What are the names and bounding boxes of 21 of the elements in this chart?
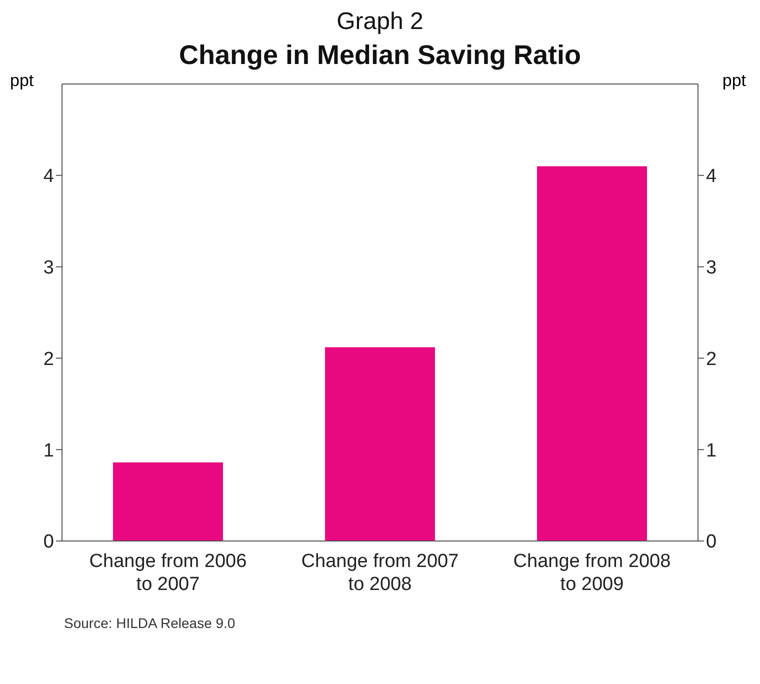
- y2-tick-label: 2: [706, 348, 717, 370]
- y2-axis-title: ppt: [722, 71, 746, 91]
- chart-title: Graph 2: [336, 8, 424, 36]
- y-tick-label: 0: [43, 532, 54, 553]
- y-axis-title: ppt: [10, 71, 34, 91]
- y2-tick-label: 3: [706, 258, 717, 279]
- y-tick-label: 3: [43, 258, 54, 279]
- y2-tick-label: 1: [706, 440, 717, 462]
- x-tick-label: Change from 2007 to 2008: [301, 551, 459, 595]
- x-tick-label: Change from 2006 to 2007: [89, 551, 247, 595]
- y2-tick-label: 0: [706, 532, 717, 553]
- y-tick-label: 2: [43, 348, 54, 370]
- bar: [113, 462, 223, 541]
- bar: [537, 166, 647, 541]
- y2-tick-label: 4: [706, 166, 717, 188]
- x-tick-label: Change from 2008 to 2009: [513, 551, 671, 595]
- source-note: Source: HILDA Release 9.0: [64, 615, 236, 631]
- chart-subtitle: Change in Median Saving Ratio: [178, 40, 582, 71]
- y-tick-label: 4: [43, 166, 54, 188]
- y-tick-label: 1: [43, 440, 54, 462]
- bar: [325, 347, 435, 541]
